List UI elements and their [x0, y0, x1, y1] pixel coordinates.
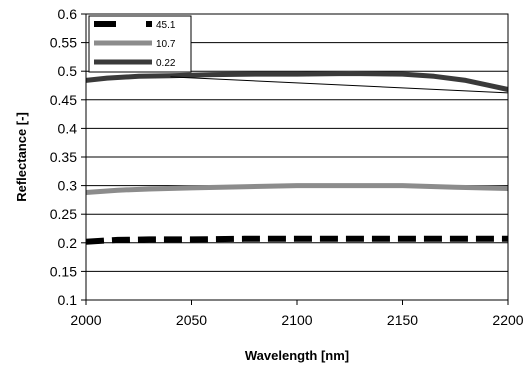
- y-tick-label: 0.3: [58, 178, 78, 194]
- series-line-trend: [170, 76, 509, 94]
- y-tick-label: 0.45: [50, 92, 77, 108]
- legend-label: 45.1: [156, 20, 176, 31]
- y-tick-label: 0.1: [58, 292, 78, 308]
- legend: 45.1 10.7 0.22: [88, 15, 192, 73]
- y-axis-ticks: 0.1 0.15 0.2 0.25 0.3 0.35 0.4 0.45 0.5 0.55 0.6: [50, 6, 86, 308]
- x-tick-label: 2100: [281, 312, 312, 328]
- series-lines: [85, 71, 509, 245]
- series-line-0-22: [85, 71, 509, 92]
- y-tick-label: 0.25: [50, 206, 77, 222]
- x-axis-ticks: 2000 2050 2100 2150 2200: [70, 300, 524, 328]
- x-tick-label: 2050: [176, 312, 207, 328]
- y-tick-label: 0.5: [58, 63, 78, 79]
- y-tick-label: 0.55: [50, 35, 77, 51]
- series-line-45-1: [85, 235, 508, 245]
- legend-label: 0.22: [156, 58, 176, 69]
- y-tick-label: 0.4: [58, 120, 78, 136]
- y-tick-label: 0.35: [50, 149, 77, 165]
- y-tick-label: 0.6: [58, 6, 78, 22]
- x-tick-label: 2000: [70, 312, 101, 328]
- y-tick-label: 0.15: [50, 263, 77, 279]
- y-tick-label: 0.2: [58, 235, 78, 251]
- x-tick-label: 2200: [492, 312, 523, 328]
- series-line-10-7: [85, 183, 509, 195]
- y-axis-title: Reflectance [-]: [14, 112, 29, 202]
- legend-label: 10.7: [156, 39, 176, 50]
- x-axis-title: Wavelength [nm]: [245, 348, 349, 363]
- x-tick-label: 2150: [387, 312, 418, 328]
